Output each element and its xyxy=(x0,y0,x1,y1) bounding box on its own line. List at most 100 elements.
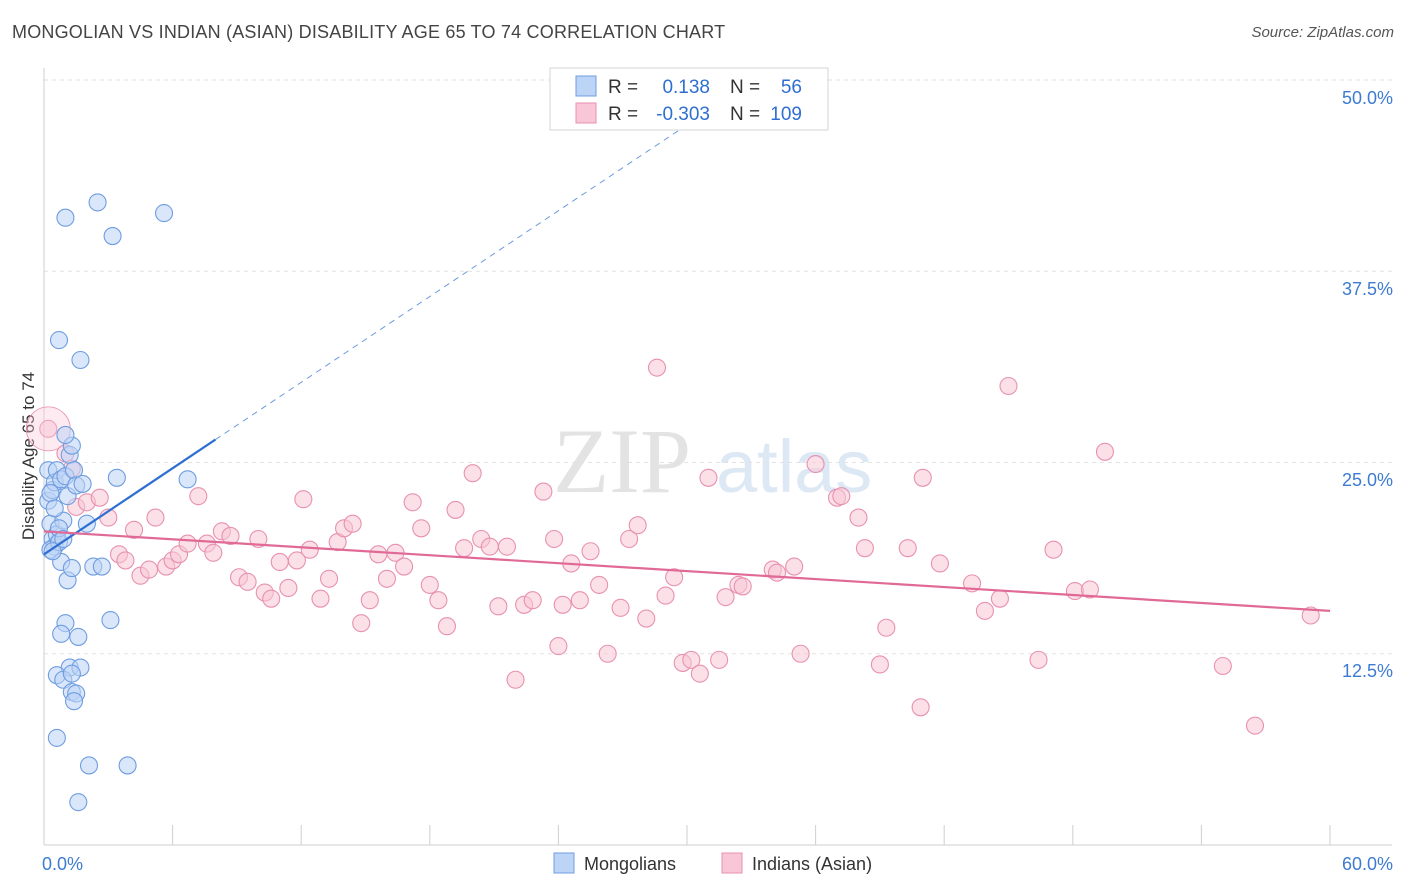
legend-n-label-1: N = xyxy=(730,77,760,98)
indians-point-71 xyxy=(656,586,675,605)
correlation-legend: R = 0.138 N = 56 R = -0.303 N = 109 xyxy=(549,67,829,131)
indians-point-28 xyxy=(279,578,298,598)
indians-point-94 xyxy=(913,468,932,487)
indians-point-64 xyxy=(590,575,609,594)
x-tick-label-min: 0.0% xyxy=(42,854,83,874)
mongolians-point-50 xyxy=(41,484,60,503)
indians-point-12 xyxy=(146,508,165,527)
indians-point-17 xyxy=(189,487,208,506)
indians-point-21 xyxy=(221,526,240,545)
indians-point-97 xyxy=(975,601,994,620)
indians-point-106 xyxy=(1245,716,1265,735)
indians-point-98 xyxy=(990,589,1009,608)
indians-point-49 xyxy=(455,539,474,558)
watermark: ZIP atlas xyxy=(553,410,872,512)
legend-r-label-1: R = xyxy=(608,77,638,98)
indians-point-60 xyxy=(553,595,572,614)
mongolians-point-37 xyxy=(101,611,120,630)
indians-point-66 xyxy=(611,598,630,617)
indians-point-78 xyxy=(716,588,735,607)
indians-point-91 xyxy=(877,618,896,637)
y-tick-label-50: 50.0% xyxy=(1342,88,1393,108)
legend-r-value-2: -0.303 xyxy=(656,104,710,125)
indians-point-100 xyxy=(1029,650,1048,669)
indians-point-43 xyxy=(403,493,422,512)
indians-point-90 xyxy=(870,655,889,674)
indians-point-63 xyxy=(581,542,600,561)
indians-point-57 xyxy=(523,591,542,610)
indians-point-85 xyxy=(806,454,825,474)
indians-point-68 xyxy=(628,516,647,535)
x-tick-label-max: 60.0% xyxy=(1342,854,1393,874)
indians-point-80 xyxy=(733,577,752,596)
indians-point-76 xyxy=(699,468,718,487)
mongolians-point-31 xyxy=(154,204,174,223)
indians-point-104 xyxy=(1095,442,1114,461)
indians-point-74 xyxy=(682,650,701,669)
mongolians-point-47 xyxy=(79,756,99,775)
legend-r-label-2: R = xyxy=(608,104,638,125)
indians-point-69 xyxy=(637,609,656,628)
indians-point-0 xyxy=(39,419,58,438)
indians-point-99 xyxy=(999,376,1018,396)
mongolians-point-32 xyxy=(49,331,69,350)
indians-point-77 xyxy=(710,650,729,669)
indians-point-55 xyxy=(506,670,525,689)
legend-n-label-2: N = xyxy=(730,104,760,125)
indians-point-39 xyxy=(369,545,388,564)
indians-point-67 xyxy=(620,529,639,549)
indians-point-40 xyxy=(377,569,396,588)
mongolians-point-54 xyxy=(73,474,92,493)
series-mongolians xyxy=(39,193,197,812)
mongolians-point-36 xyxy=(69,627,88,646)
indians-point-16 xyxy=(178,534,197,553)
mongolians-point-26 xyxy=(107,468,126,487)
mongolians-point-45 xyxy=(64,692,84,711)
indians-point-83 xyxy=(785,557,804,576)
legend-swatch-mongolians xyxy=(575,75,597,97)
mongolians-point-35 xyxy=(52,624,71,643)
indians-point-37 xyxy=(352,614,371,633)
chart-source: Source: ZipAtlas.com xyxy=(1251,24,1394,41)
indians-point-70 xyxy=(647,358,667,377)
indians-point-53 xyxy=(489,597,508,616)
indians-point-23 xyxy=(238,572,257,591)
mongolians-point-18 xyxy=(56,425,75,445)
indians-point-107 xyxy=(1301,606,1320,625)
series-legend: Mongolians Indians (Asian) xyxy=(553,852,872,874)
indians-point-8 xyxy=(116,551,135,570)
indians-point-11 xyxy=(139,560,159,579)
trend-line-indians xyxy=(43,530,1331,613)
indians-point-72 xyxy=(665,568,684,587)
indians-point-103 xyxy=(1080,580,1099,599)
indians-point-36 xyxy=(343,514,362,533)
indians-point-92 xyxy=(898,539,917,558)
mongolians-point-30 xyxy=(103,227,122,246)
mongolians-point-27 xyxy=(178,470,197,489)
indians-point-54 xyxy=(497,537,517,556)
trend-line-mongolians-extension xyxy=(215,110,709,440)
indians-point-58 xyxy=(534,482,553,501)
indians-point-19 xyxy=(204,543,223,562)
indians-point-102 xyxy=(1065,581,1084,601)
mongolians-point-49 xyxy=(69,793,88,812)
legend-r-value-1: 0.138 xyxy=(662,77,710,98)
trend-line-mongolians xyxy=(43,438,217,556)
bottom-legend-label-mongolians: Mongolians xyxy=(584,854,676,874)
mongolians-point-33 xyxy=(71,350,90,370)
indians-point-95 xyxy=(930,554,949,573)
y-tick-label-12-5: 12.5% xyxy=(1342,661,1393,681)
y-tick-label-37-5: 37.5% xyxy=(1342,279,1393,299)
indians-point-44 xyxy=(412,519,431,538)
indians-point-84 xyxy=(791,644,810,663)
legend-swatch-indians xyxy=(575,102,597,124)
indians-point-32 xyxy=(311,589,330,608)
y-axis-title: Disability Age 65 to 74 xyxy=(19,372,38,540)
indians-point-38 xyxy=(360,591,379,610)
bottom-legend-swatch-indians xyxy=(721,852,743,874)
chart-title: MONGOLIAN VS INDIAN (ASIAN) DISABILITY A… xyxy=(12,22,726,42)
indians-point-5 xyxy=(90,488,109,507)
indians-point-88 xyxy=(849,508,868,527)
indians-point-42 xyxy=(395,557,414,576)
